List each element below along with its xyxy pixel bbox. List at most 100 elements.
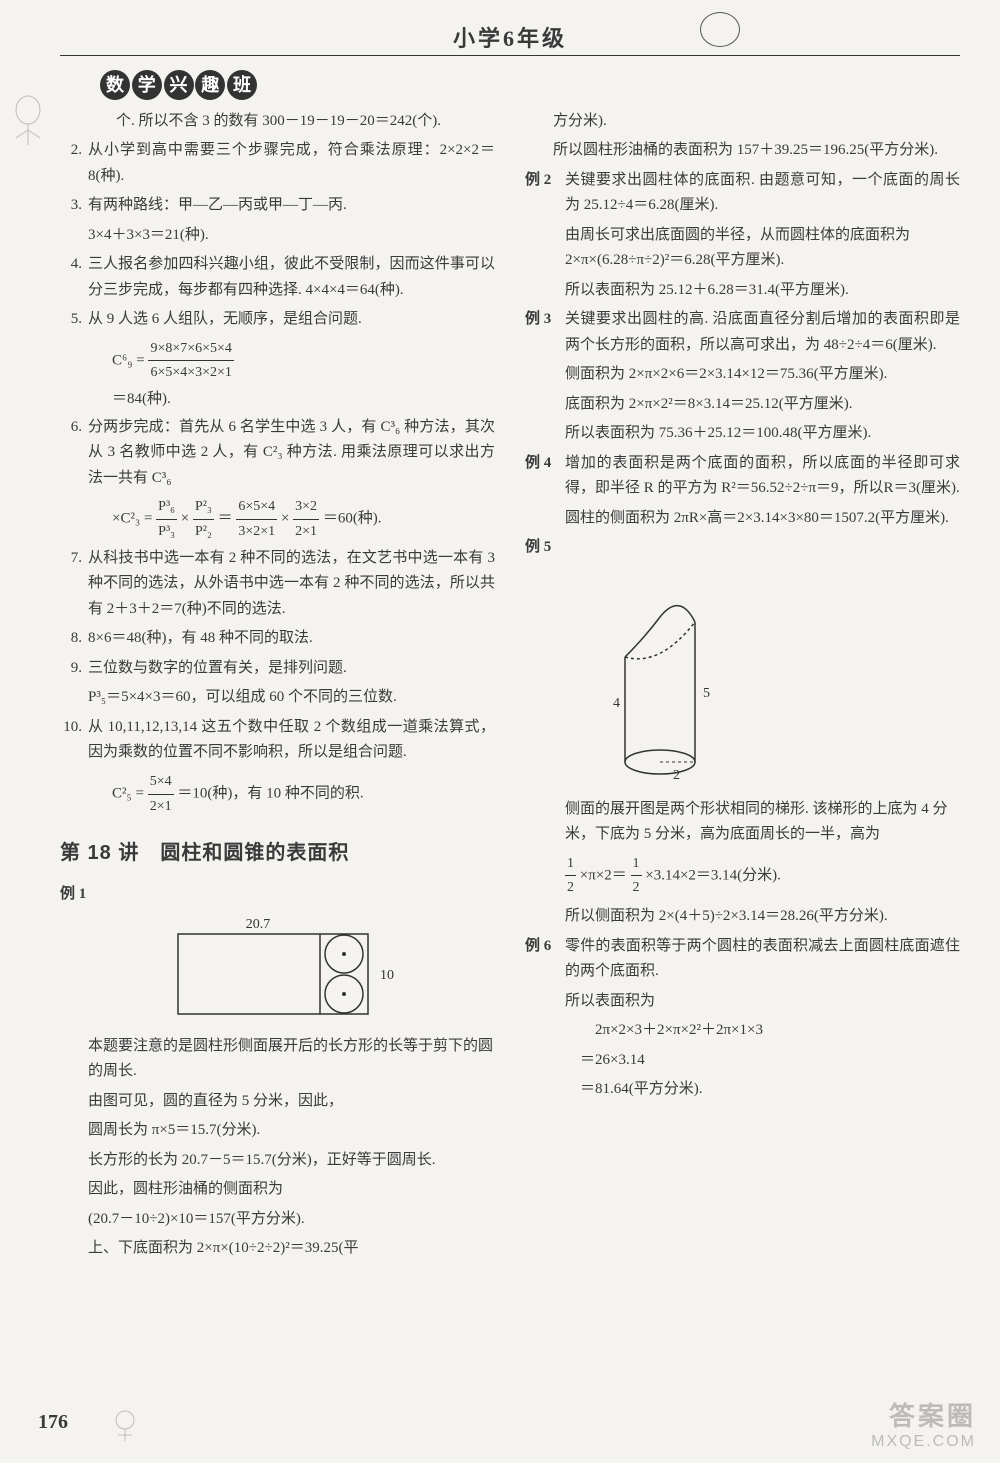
denominator: 6×5×4×3×2×1: [148, 361, 233, 385]
example-text: 侧面积为 2×π×2×6＝2×3.14×12＝75.36(平方厘米).: [525, 362, 960, 388]
numerator: 6×5×4: [236, 495, 277, 520]
example-row: 例 5: [525, 535, 960, 561]
example-text: 增加的表面积是两个底面的面积，所以底面的半径即可求得，即半径 R 的平方为 R²…: [565, 451, 960, 502]
formula-line: C⁶₉ = 9×8×7×6×5×4 6×5×4×3×2×1: [60, 337, 495, 386]
example-text: 本题要注意的是圆柱形侧面展开后的长方形的长等于剪下的圆的周长.: [60, 1034, 495, 1085]
grade-title: 小学6年级: [453, 20, 567, 57]
formula-result: ＝84(种).: [60, 387, 495, 413]
fraction: 3×2 2×1: [293, 495, 319, 544]
left-column: 个. 所以不含 3 的数有 300－19－19－20＝242(个). 2. 从小…: [60, 109, 495, 1266]
item-subline: 3×4＋3×3＝21(种).: [60, 223, 495, 249]
list-item: 10. 从 10,11,12,13,14 这五个数中任取 2 个数组成一道乘法算…: [60, 715, 495, 766]
mascot-icon: [700, 12, 740, 47]
numerator: 5×4: [148, 770, 174, 795]
badge-char: 趣: [195, 70, 225, 100]
footer-decoration-icon: [100, 1405, 150, 1445]
list-item: 8. 8×6＝48(种)，有 48 种不同的取法.: [60, 626, 495, 652]
fraction: P³₆ P³₃: [156, 495, 177, 544]
list-item: 5. 从 9 人选 6 人组队，无顺序，是组合问题.: [60, 307, 495, 333]
formula-tail: ×3.14×2＝3.14(分米).: [645, 867, 781, 883]
diagram-label: 20.7: [245, 917, 270, 932]
example-label: 例 1: [60, 882, 100, 908]
page-number: 176: [38, 1405, 68, 1439]
item-number: 9.: [60, 656, 88, 682]
fraction: 9×8×7×6×5×4 6×5×4×3×2×1: [148, 337, 233, 386]
example-text: 因此，圆柱形油桶的侧面积为: [60, 1177, 495, 1203]
item-number: 3.: [60, 193, 88, 219]
badge-char: 学: [132, 70, 162, 100]
numerator: 3×2: [293, 495, 319, 520]
diagram-rectangle-circles: 20.7 10: [158, 914, 398, 1024]
example-text: 所以表面积为 75.36＋25.12＝100.48(平方厘米).: [525, 421, 960, 447]
item-number: 8.: [60, 626, 88, 652]
fraction: 1 2: [631, 852, 642, 901]
denominator: 2: [631, 876, 642, 900]
watermark-text: 答案圈: [871, 1401, 976, 1432]
item-number: 10.: [60, 715, 88, 766]
example-text: 关键要求出圆柱体的底面积. 由题意可知，一个底面的周长为 25.12÷4＝6.2…: [565, 168, 960, 219]
item-text: 8×6＝48(种)，有 48 种不同的取法.: [88, 626, 495, 652]
continued-text: 所以圆柱形油桶的表面积为 157＋39.25＝196.25(平方分米).: [525, 138, 960, 164]
example-text: 零件的表面积等于两个圆柱的表面积减去上面圆柱底面遮住的两个底面积.: [565, 934, 960, 985]
badge-char: 兴: [164, 70, 194, 100]
example-text: 由图可见，圆的直径为 5 分米，因此，: [60, 1089, 495, 1115]
example-text: 侧面的展开图是两个形状相同的梯形. 该梯形的上底为 4 分米，下底为 5 分米，…: [525, 797, 960, 848]
example-row: 例 6 零件的表面积等于两个圆柱的表面积减去上面圆柱底面遮住的两个底面积.: [525, 934, 960, 985]
two-column-layout: 个. 所以不含 3 的数有 300－19－19－20＝242(个). 2. 从小…: [60, 109, 960, 1266]
example-row: 例 3 关键要求出圆柱的高. 沿底面直径分割后增加的表面积即是两个长方形的面积，…: [525, 307, 960, 358]
example-text: 圆柱的侧面积为 2πR×高＝2×3.14×3×80＝1507.2(平方厘米).: [525, 506, 960, 532]
item-text: 有两种路线：甲—乙—丙或甲—丁—丙.: [88, 193, 495, 219]
example-text: 所以侧面积为 2×(4＋5)÷2×3.14＝28.26(平方分米).: [525, 904, 960, 930]
example-row: 例 2 关键要求出圆柱体的底面积. 由题意可知，一个底面的周长为 25.12÷4…: [525, 168, 960, 219]
example-label: 例 6: [525, 934, 565, 985]
example-label: 例 5: [525, 535, 565, 561]
example-text: 长方形的长为 20.7－5＝15.7(分米)，正好等于圆周长.: [60, 1148, 495, 1174]
example-text: 圆周长为 π×5＝15.7(分米).: [60, 1118, 495, 1144]
item-text: 从 9 人选 6 人组队，无顺序，是组合问题.: [88, 307, 495, 333]
example-row: 例 4 增加的表面积是两个底面的面积，所以底面的半径即可求得，即半径 R 的平方…: [525, 451, 960, 502]
svg-text:5: 5: [703, 686, 710, 701]
item-text: 分两步完成：首先从 6 名学生中选 3 人，有 C³₆ 种方法，其次从 3 名教…: [88, 415, 495, 492]
numerator: 1: [631, 852, 642, 877]
page-header: 小学6年级: [60, 20, 960, 56]
example-label: 例 4: [525, 451, 565, 502]
item-text: 从科技书中选一本有 2 种不同的选法，在文艺书中选一本有 3 种不同的选法，从外…: [88, 546, 495, 623]
item-number: 4.: [60, 252, 88, 303]
fraction: 1 2: [565, 852, 576, 901]
example-text: 2π×2×3＋2×π×2²＋2π×1×3: [525, 1018, 960, 1044]
formula-line: 1 2 ×π×2＝ 1 2 ×3.14×2＝3.14(分米).: [525, 852, 960, 901]
item-text: 三人报名参加四科兴趣小组，彼此不受限制，因而这件事可以分三步完成，每步都有四种选…: [88, 252, 495, 303]
fraction: 5×4 2×1: [148, 770, 174, 819]
subject-badge: 数 学 兴 趣 班: [100, 70, 255, 100]
item-number: 7.: [60, 546, 88, 623]
diagram-label: 10: [380, 968, 394, 983]
list-item: 6. 分两步完成：首先从 6 名学生中选 3 人，有 C³₆ 种方法，其次从 3…: [60, 415, 495, 492]
example-text: 关键要求出圆柱的高. 沿底面直径分割后增加的表面积即是两个长方形的面积，所以高可…: [565, 307, 960, 358]
list-item: 3. 有两种路线：甲—乙—丙或甲—丁—丙.: [60, 193, 495, 219]
section-heading: 第 18 讲 圆柱和圆锥的表面积: [60, 836, 495, 870]
item-number: 2.: [60, 138, 88, 189]
list-item: 9. 三位数与数字的位置有关，是排列问题.: [60, 656, 495, 682]
denominator: P³₃: [156, 520, 177, 544]
watermark-url: MXQE.COM: [871, 1432, 976, 1451]
svg-text:4: 4: [613, 696, 620, 711]
example-label: 例 3: [525, 307, 565, 358]
example-text: ＝26×3.14: [525, 1048, 960, 1074]
svg-text:2: 2: [673, 768, 680, 783]
example-text: (20.7－10÷2)×10＝157(平方分米).: [60, 1207, 495, 1233]
example-text: ＝81.64(平方分米).: [525, 1077, 960, 1103]
example-text: 由周长可求出底面圆的半径，从而圆柱体的底面积为 2×π×(6.28÷π÷2)²＝…: [525, 223, 960, 274]
numerator: 1: [565, 852, 576, 877]
header-rule: [60, 55, 960, 56]
right-column: 方分米). 所以圆柱形油桶的表面积为 157＋39.25＝196.25(平方分米…: [525, 109, 960, 1266]
example-text: 所以表面积为: [525, 989, 960, 1015]
formula-lhs: ×C²₃ =: [112, 511, 152, 527]
formula-result: ＝60(种).: [323, 511, 382, 527]
watermark: 答案圈 MXQE.COM: [871, 1401, 976, 1451]
item-text: 从 10,11,12,13,14 这五个数中任取 2 个数组成一道乘法算式，因为…: [88, 715, 495, 766]
item-subline: P³₅＝5×4×3＝60，可以组成 60 个不同的三位数.: [60, 685, 495, 711]
denominator: 3×2×1: [236, 520, 277, 544]
formula-lhs: C⁶₉ =: [112, 352, 145, 368]
example-label: 例 2: [525, 168, 565, 219]
example-text: 所以表面积为 25.12＋6.28＝31.4(平方厘米).: [525, 278, 960, 304]
